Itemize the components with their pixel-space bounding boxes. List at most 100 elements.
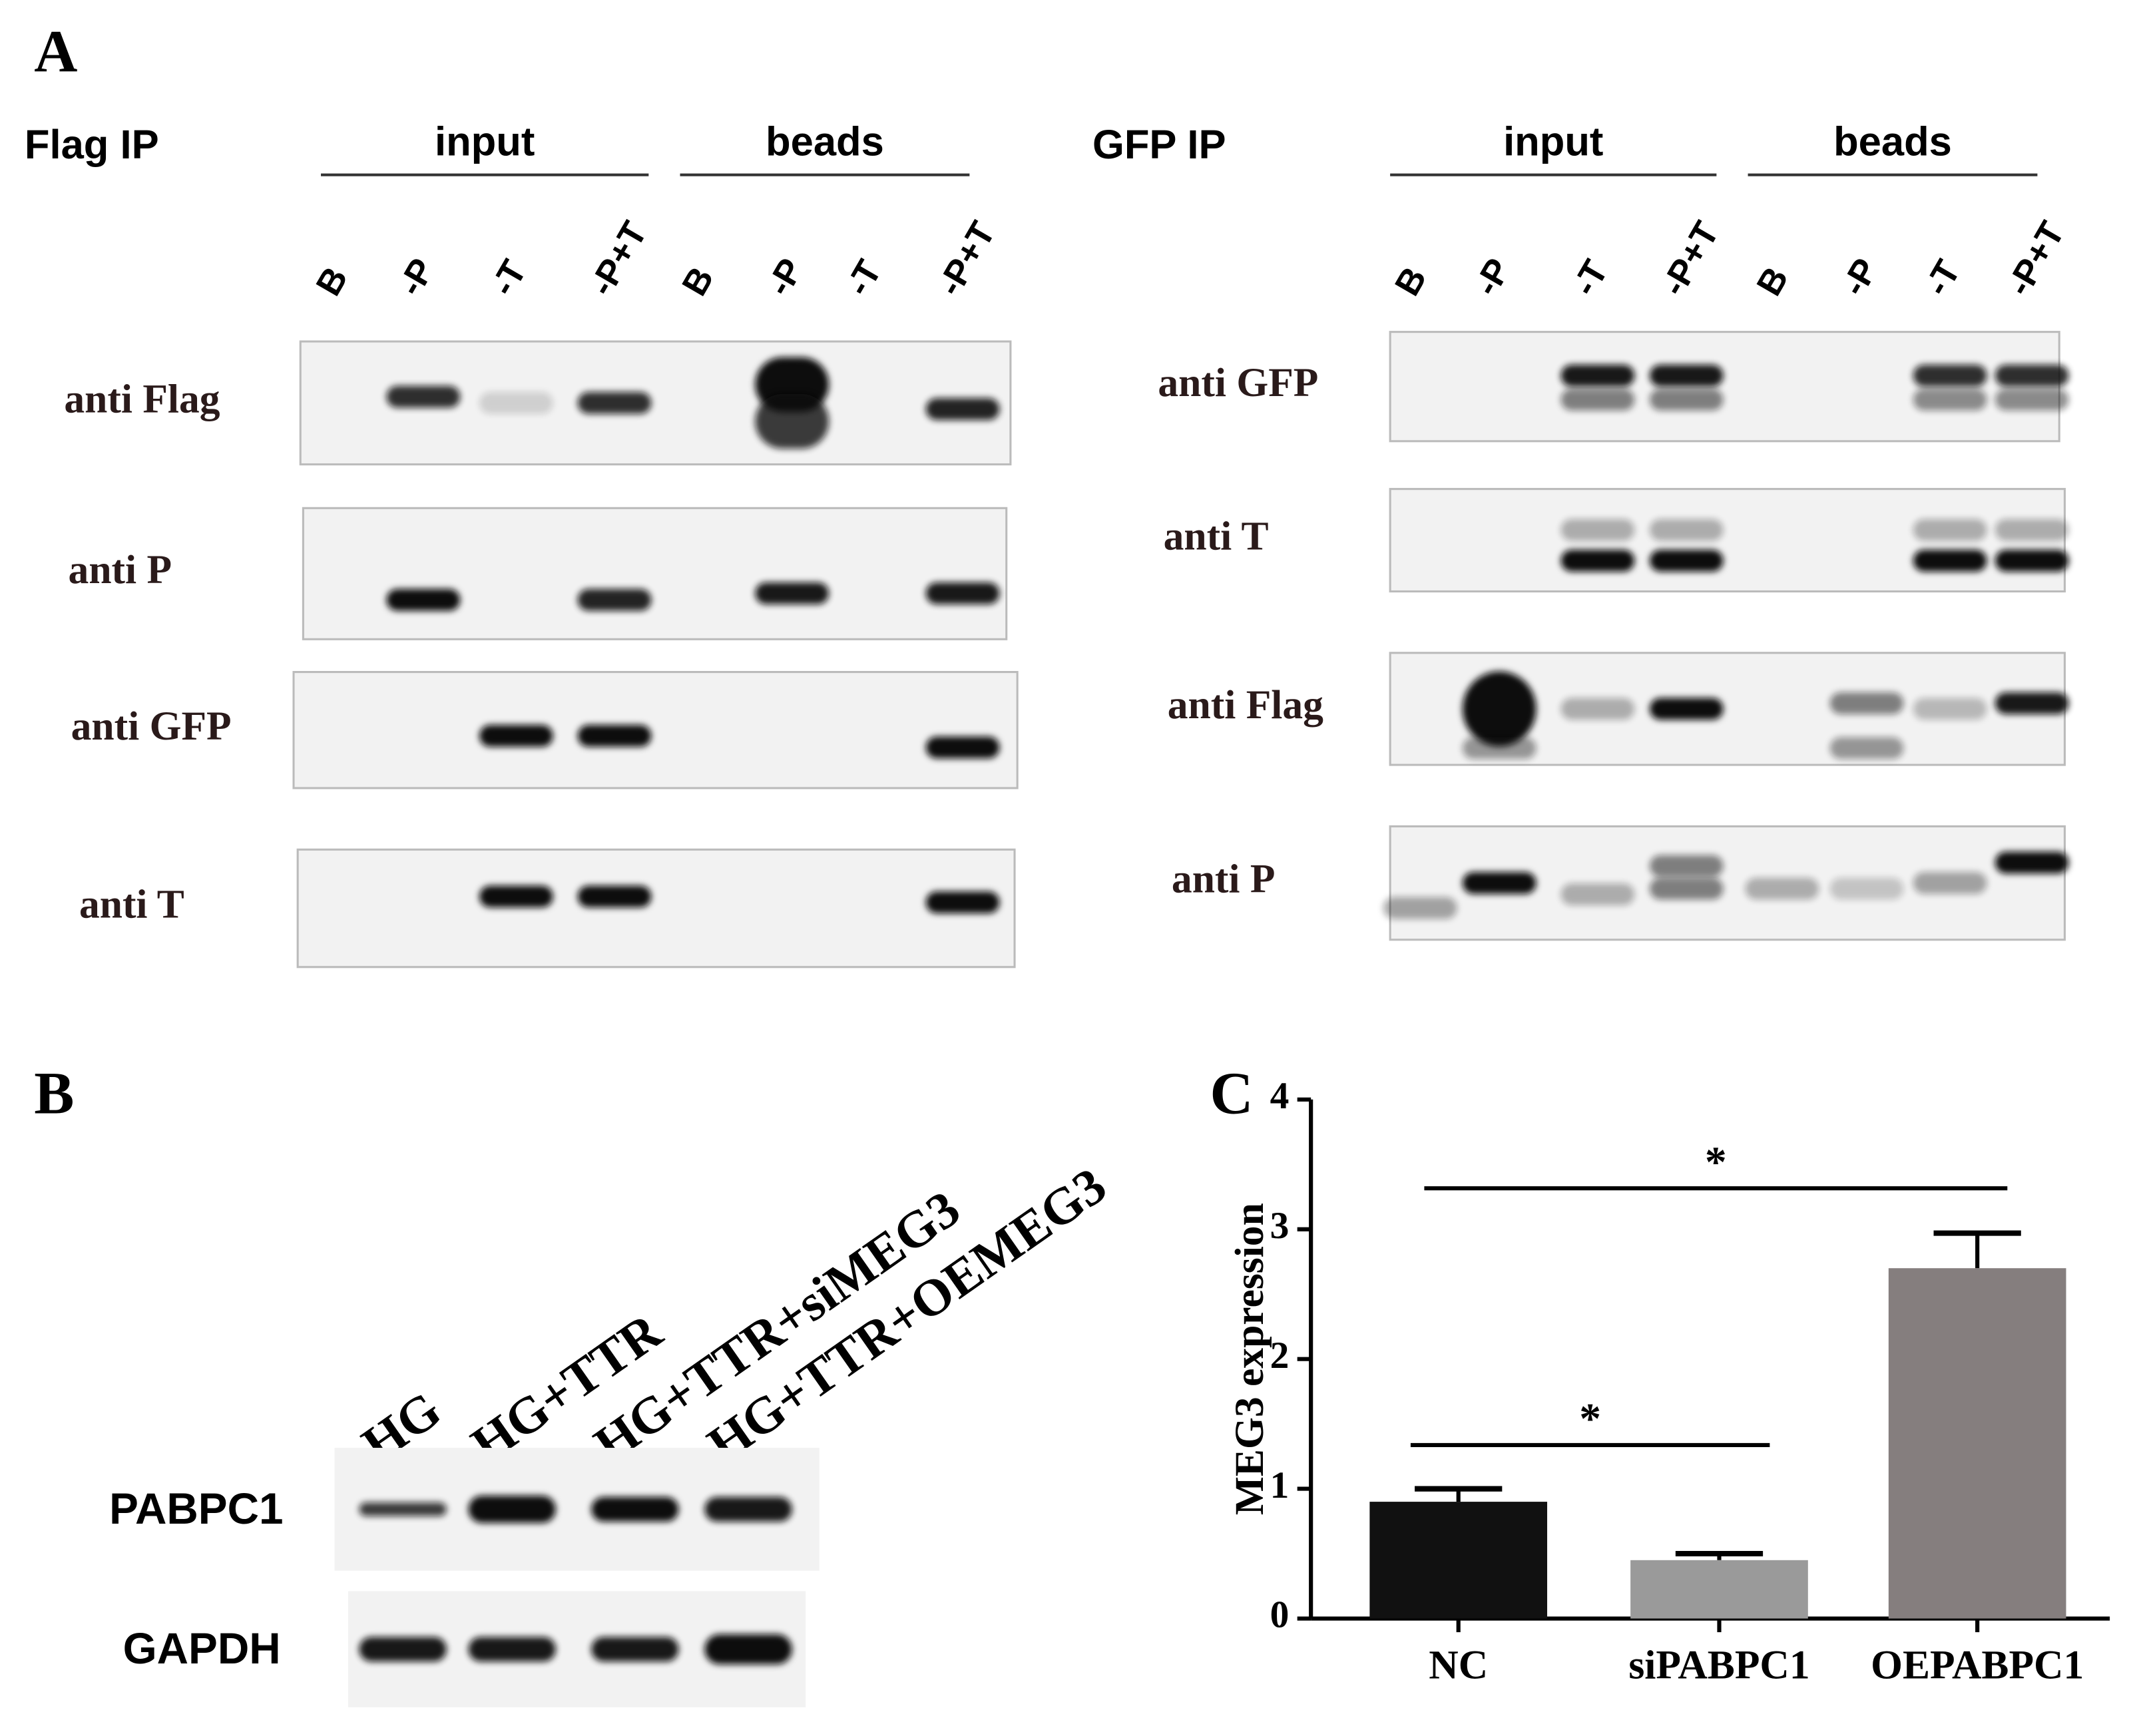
band bbox=[1995, 519, 2069, 541]
significance-star: * bbox=[1579, 1395, 1601, 1443]
band bbox=[755, 393, 830, 449]
band bbox=[479, 885, 553, 908]
blot-membrane bbox=[1389, 331, 2060, 443]
band bbox=[577, 588, 652, 611]
band bbox=[925, 891, 1000, 914]
row-label: anti Flag bbox=[64, 376, 220, 421]
lane-label: B bbox=[309, 260, 356, 302]
row-label: anti GFP bbox=[1158, 360, 1318, 405]
band bbox=[577, 725, 652, 747]
band bbox=[577, 885, 652, 908]
y-axis-label: MEG3 expression bbox=[1227, 1203, 1272, 1515]
significance-star: * bbox=[1705, 1138, 1727, 1186]
panel-label: A bbox=[34, 18, 77, 85]
row-label: anti P bbox=[69, 547, 172, 592]
group-label: input bbox=[435, 119, 535, 165]
band bbox=[1560, 364, 1635, 387]
panel-title: GFP IP bbox=[1092, 122, 1226, 168]
row-label: anti P bbox=[1172, 857, 1276, 902]
band bbox=[1913, 549, 1987, 572]
band bbox=[1462, 737, 1537, 760]
band bbox=[1649, 698, 1724, 720]
band bbox=[386, 588, 461, 611]
bar bbox=[1369, 1502, 1548, 1619]
band bbox=[1829, 692, 1904, 714]
lane-label: -P+T bbox=[930, 215, 1003, 302]
band bbox=[755, 582, 830, 604]
band bbox=[1649, 388, 1724, 411]
lane-label: -T bbox=[1565, 254, 1616, 302]
band bbox=[577, 391, 652, 414]
band bbox=[1913, 519, 1987, 541]
band bbox=[479, 391, 553, 414]
row-label: anti T bbox=[79, 882, 184, 927]
y-tick-label: 0 bbox=[1270, 1594, 1290, 1636]
row-label: anti T bbox=[1164, 514, 1269, 559]
band bbox=[1829, 877, 1904, 900]
band bbox=[359, 1637, 447, 1662]
blot-membrane bbox=[302, 507, 1008, 640]
lane-label: -P+T bbox=[582, 215, 655, 302]
band bbox=[1913, 872, 1987, 894]
band bbox=[1829, 737, 1904, 760]
lane-label: -P bbox=[391, 252, 443, 303]
y-tick-label: 2 bbox=[1270, 1335, 1290, 1377]
row-label: PABPC1 bbox=[109, 1484, 283, 1533]
panel-title: Flag IP bbox=[25, 122, 159, 168]
band bbox=[1913, 364, 1987, 387]
band bbox=[1649, 877, 1724, 900]
band bbox=[704, 1634, 792, 1665]
blot-membrane bbox=[292, 671, 1019, 789]
band bbox=[1649, 549, 1724, 572]
group-label: input bbox=[1503, 119, 1603, 165]
band bbox=[925, 398, 1000, 420]
lane-label: -T bbox=[1917, 254, 1968, 302]
band bbox=[1462, 872, 1537, 894]
band bbox=[1995, 364, 2069, 387]
lane-label: B bbox=[675, 260, 722, 302]
band bbox=[1913, 388, 1987, 411]
x-tick-label: NC bbox=[1429, 1643, 1488, 1688]
band bbox=[925, 582, 1000, 604]
band bbox=[1995, 549, 2069, 572]
band bbox=[925, 736, 1000, 759]
band bbox=[704, 1496, 792, 1522]
lane-label: -P bbox=[1834, 252, 1886, 303]
lane-label: B bbox=[1750, 260, 1796, 302]
band bbox=[468, 1637, 556, 1662]
lane-label: -P bbox=[760, 252, 812, 303]
group-label: beads bbox=[1833, 119, 1952, 165]
panel-label: B bbox=[34, 1060, 74, 1127]
lane-label: -T bbox=[839, 254, 889, 302]
band bbox=[1913, 698, 1987, 720]
band bbox=[1995, 388, 2069, 411]
lane-label: -P+T bbox=[1654, 215, 1727, 302]
band bbox=[1462, 671, 1537, 747]
lane-label: B bbox=[1387, 260, 1434, 302]
band bbox=[1560, 388, 1635, 411]
band bbox=[468, 1495, 556, 1523]
band bbox=[1649, 519, 1724, 541]
band bbox=[386, 385, 461, 408]
band bbox=[1995, 851, 2069, 874]
band bbox=[479, 725, 553, 747]
x-tick-label: siPABPC1 bbox=[1628, 1643, 1809, 1688]
row-label: anti Flag bbox=[1168, 682, 1323, 728]
blot-membrane bbox=[296, 848, 1016, 969]
band bbox=[1745, 877, 1819, 900]
panel-label: C bbox=[1210, 1060, 1253, 1127]
y-tick-label: 1 bbox=[1270, 1464, 1290, 1506]
band bbox=[1560, 519, 1635, 541]
band bbox=[1383, 897, 1457, 919]
lane-label: -P+T bbox=[1999, 215, 2072, 302]
band bbox=[1649, 855, 1724, 877]
blots: Flag IP input beads B -P -T -P+T B -P -T -P+T anti … bbox=[25, 119, 2072, 1707]
band bbox=[591, 1637, 679, 1662]
band bbox=[1560, 883, 1635, 906]
lane-label: -T bbox=[483, 254, 534, 302]
group-label: beads bbox=[766, 119, 884, 165]
band bbox=[1649, 364, 1724, 387]
x-tick-label: OEPABPC1 bbox=[1871, 1643, 2084, 1688]
bar-chart: 0 1 2 3 4 MEG3 expression NC siPABPC1 OEPABPC1 * * bbox=[1227, 1075, 2110, 1688]
